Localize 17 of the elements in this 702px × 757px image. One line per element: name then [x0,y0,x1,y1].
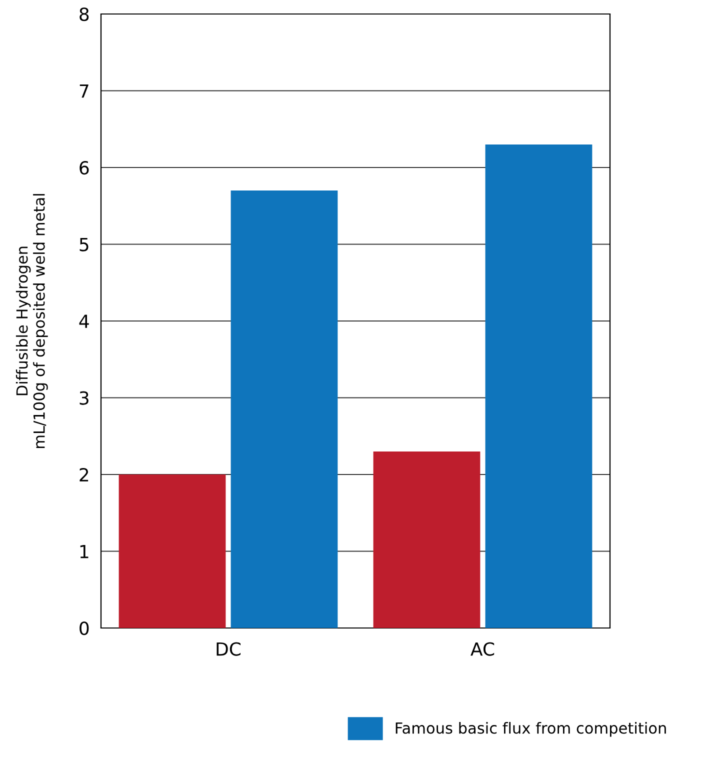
y-tick-label: 1 [80,544,88,558]
y-tick-label: 6 [80,160,89,175]
y-tick-label: 7 [80,84,88,98]
legend-label: Famous basic flux from competition [396,722,666,737]
bar [373,451,480,628]
y-tick-label: 5 [80,238,88,252]
bar [485,144,592,628]
y-tick-label: 4 [79,314,89,328]
x-tick-label: DC [216,642,241,656]
bar [118,474,226,628]
y-tick-label: 0 [80,621,89,636]
y-axis-title: Diffusible Hydrogen mL/100g of deposited weld metal [16,194,48,448]
y-tick-label: 2 [80,468,88,482]
y-tick-label: 3 [80,391,88,405]
bar [230,190,338,628]
y-tick-label: 8 [80,7,89,22]
x-tick-label: AC [470,642,494,656]
